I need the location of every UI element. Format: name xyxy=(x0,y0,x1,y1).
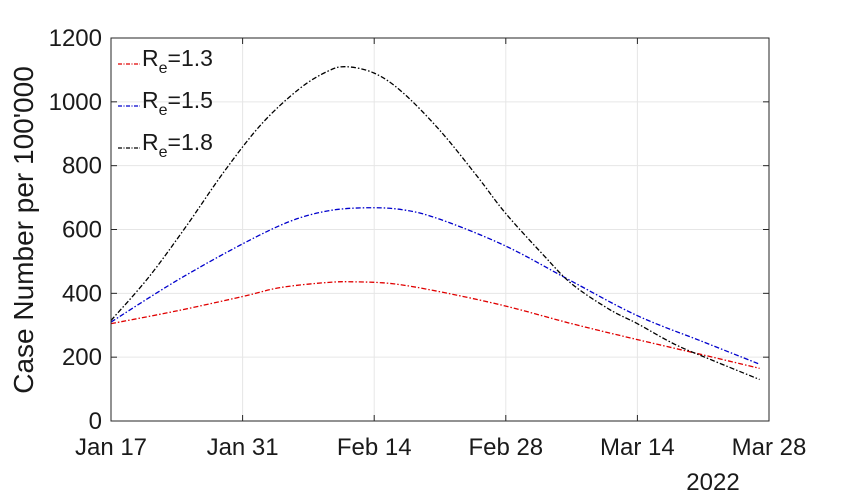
legend-item-2: Re=1.5 xyxy=(118,87,213,119)
y-tick-label: 800 xyxy=(62,153,102,180)
legend-item-1: Re=1.3 xyxy=(118,45,213,77)
x-tick-label: Feb 28 xyxy=(468,434,543,461)
axis-ticks: Jan 17 Jan 31 Feb 14 Feb 28 Mar 14 Mar 28 0 200… xyxy=(49,25,807,461)
y-tick-label: 400 xyxy=(62,280,102,307)
x-tick-label: Feb 14 xyxy=(337,434,412,461)
legend-label: Re=1.8 xyxy=(142,129,213,161)
legend-item-3: Re=1.8 xyxy=(118,129,213,161)
series-line-2 xyxy=(110,207,760,365)
x-tick-label: Jan 31 xyxy=(207,434,279,461)
x-tick-label: Mar 14 xyxy=(600,434,675,461)
y-tick-label: 600 xyxy=(62,217,102,244)
series-line-3 xyxy=(110,66,760,381)
legend: Re=1.3 Re=1.5 Re=1.8 xyxy=(118,45,213,161)
x-axis-year-label: 2022 xyxy=(686,469,739,496)
y-axis-title: Case Number per 100'000 xyxy=(8,66,39,394)
y-tick-label: 0 xyxy=(89,408,102,435)
legend-label: Re=1.5 xyxy=(142,87,213,119)
x-tick-label: Mar 28 xyxy=(732,434,807,461)
y-tick-label: 1000 xyxy=(49,89,102,116)
x-tick-label: Jan 17 xyxy=(75,434,147,461)
y-tick-label: 1200 xyxy=(49,25,102,52)
legend-label: Re=1.3 xyxy=(142,45,213,77)
y-tick-label: 200 xyxy=(62,344,102,371)
series-line-1 xyxy=(110,281,760,369)
series-lines xyxy=(110,66,760,381)
